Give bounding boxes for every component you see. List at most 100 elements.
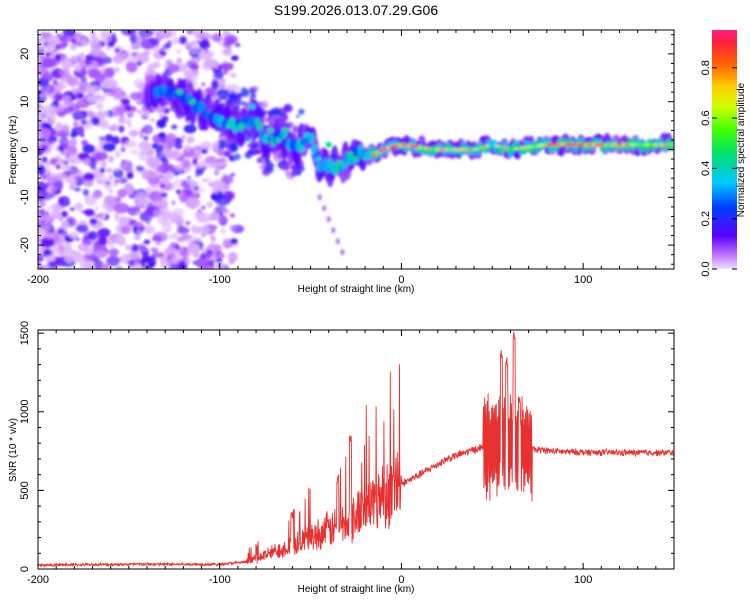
spectrogram-cell <box>118 115 126 124</box>
spectrogram-cell <box>76 98 89 109</box>
spectrogram-cell <box>38 159 44 167</box>
spectrogram-cell <box>187 176 192 180</box>
spectrogram-cell <box>80 219 87 227</box>
spectrogram-x-tick-label: 100 <box>574 274 592 286</box>
spectrogram-cell <box>60 159 64 163</box>
spectrogram-cell <box>133 195 150 206</box>
snr-x-label: Height of straight line (km) <box>298 584 415 595</box>
spectrogram-cell <box>61 124 70 133</box>
spectrogram-cell <box>211 33 223 42</box>
spectrogram-cell <box>72 120 79 128</box>
spectrogram-cell <box>171 124 178 130</box>
spectrogram-cell <box>63 160 69 166</box>
spectrogram-cell <box>206 201 214 208</box>
spectrogram-cell <box>167 63 180 73</box>
spectrogram-cell <box>135 36 141 42</box>
spectrogram-cell <box>152 61 161 69</box>
spectrogram-cell <box>250 93 257 99</box>
spectrogram-cell <box>259 164 266 170</box>
spectrogram-cell <box>94 249 108 259</box>
spectrogram-cell <box>38 164 46 175</box>
spectrogram-cell <box>155 241 162 246</box>
spectrogram-cell <box>38 40 43 50</box>
spectrogram-cell <box>138 134 145 139</box>
spectrogram-cell <box>261 168 271 176</box>
spectrogram-cell <box>127 251 139 260</box>
spectrogram-y-tick-label: 20 <box>19 48 31 60</box>
spectrogram-cell <box>61 144 69 150</box>
spectrogram-cell <box>38 265 44 269</box>
spectrogram-cell <box>100 160 107 168</box>
spectrogram-cell <box>52 209 61 217</box>
spectrogram-cell <box>50 157 56 165</box>
spectrogram-cell <box>38 53 44 59</box>
spectrogram-cell <box>49 117 55 124</box>
spectrogram-cell <box>176 236 186 243</box>
spectrogram-cell <box>88 36 99 46</box>
spectrogram-x-label: Height of straight line (km) <box>298 284 415 295</box>
spectrogram-cell <box>62 174 67 178</box>
spectrogram-cell <box>108 189 114 194</box>
spectrogram-cell <box>185 197 201 209</box>
spectrogram-cell <box>116 69 119 73</box>
colorbar-ticks: 0.0 0.2 0.4 0.6 0.8 <box>700 60 737 277</box>
spectrogram-cell <box>75 224 89 233</box>
spectrogram-cell <box>44 51 49 54</box>
spectrogram-cell <box>221 62 229 70</box>
spectrogram-cell <box>69 55 79 63</box>
spectrogram-cell <box>88 230 98 241</box>
spectrogram-cell <box>194 186 199 191</box>
spectrogram-cell <box>121 30 135 36</box>
spectrogram-cell <box>49 111 56 117</box>
spectrogram-cell <box>172 232 180 237</box>
colorbar: 0.0 0.2 0.4 0.6 0.8 Normalized spectral ampl… <box>700 30 747 277</box>
spectrogram-cell <box>83 178 94 187</box>
spectrogram-cell <box>73 250 77 254</box>
spectrogram-cell <box>55 54 61 61</box>
spectrogram-cell <box>199 31 211 42</box>
spectrogram-cell <box>219 228 227 235</box>
spectrogram-cell <box>241 90 249 98</box>
spectrogram-cell <box>139 108 151 117</box>
spectrogram-cell <box>209 243 215 248</box>
spectrogram-cell <box>55 164 61 170</box>
spectrogram-cell <box>123 118 132 125</box>
spectrogram-cell <box>83 158 91 166</box>
spectrogram-cell <box>72 251 85 263</box>
spectrogram-peak <box>507 146 514 153</box>
spectrogram-cell <box>102 142 116 152</box>
spectrogram-cell <box>56 227 60 231</box>
spectrogram-cell <box>81 139 88 147</box>
spectrogram-cell <box>89 156 97 163</box>
snr-x-tick-label: -200 <box>27 574 49 586</box>
spectrogram-cell <box>38 181 48 192</box>
spectrogram-cell <box>244 151 253 159</box>
spectrogram-cell <box>126 62 138 73</box>
spectrogram-cell <box>217 143 226 150</box>
spectrogram-cell <box>108 155 114 163</box>
spectrogram-cell <box>69 168 83 180</box>
spectrogram-peak <box>281 127 289 134</box>
spectrogram-cell <box>88 68 101 79</box>
spectrogram-peak <box>225 122 232 129</box>
spectrogram-cell <box>259 101 269 109</box>
spectrogram-cell <box>98 213 103 218</box>
spectrogram-cell <box>89 31 97 37</box>
spectrogram-cell <box>74 187 81 192</box>
spectrogram-cell <box>190 44 200 56</box>
spectrogram-cell <box>139 131 144 135</box>
spectrogram-cell <box>202 178 208 183</box>
spectrogram-cell <box>230 213 235 218</box>
spectrogram-cell <box>230 238 238 245</box>
spectrogram-cell <box>178 36 187 45</box>
spectrogram-cell <box>197 208 202 214</box>
spectrogram-cell <box>60 210 68 218</box>
spectrogram-cell <box>322 205 327 212</box>
spectrogram-cell <box>229 224 237 232</box>
spectrogram-cell <box>217 150 225 157</box>
spectrogram-cell <box>108 125 117 132</box>
spectrogram-cell <box>131 244 139 254</box>
spectrogram-cell <box>192 260 196 265</box>
spectrogram-cell <box>140 128 148 133</box>
spectrogram-cell <box>54 71 61 79</box>
